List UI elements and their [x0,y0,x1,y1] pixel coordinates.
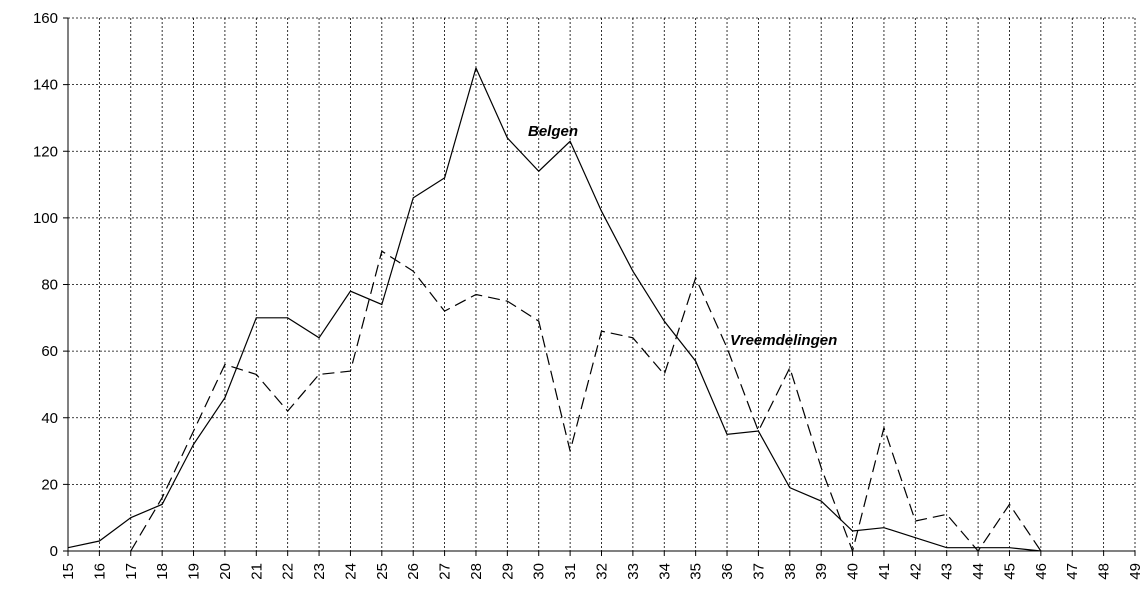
y-tick-label: 100 [33,210,58,227]
x-tick-label: 16 [91,563,108,580]
x-tick-label: 36 [719,563,736,580]
x-tick-label: 44 [970,563,987,580]
x-tick-label: 21 [248,563,265,580]
series-line [67,66,1041,552]
y-tick-label: 40 [41,410,58,427]
x-tick-label: 45 [1001,563,1018,580]
x-tick-label: 37 [750,563,767,580]
x-tick-label: 24 [342,563,359,580]
x-tick-label: 27 [437,563,454,580]
x-tick-label: 28 [468,563,485,580]
x-tick-label: 17 [123,563,140,580]
x-tick-label: 38 [782,563,799,580]
series-line [130,250,1042,553]
x-tick-label: 42 [907,563,924,580]
x-tick-label: 46 [1033,563,1050,580]
x-tick-label: 20 [217,563,234,580]
y-tick-label: 20 [41,476,58,493]
y-tick-label: 60 [41,343,58,360]
x-tick-label: 49 [1127,563,1144,580]
x-tick-label: 48 [1096,563,1113,580]
x-tick-label: 33 [625,563,642,580]
series-label: Vreemdelingen [730,332,837,349]
x-tick-label: 43 [939,563,956,580]
y-tick-label: 160 [33,10,58,27]
x-tick-label: 18 [154,563,171,580]
series-label: Belgen [528,123,578,140]
x-tick-label: 47 [1064,563,1081,580]
y-tick-label: 0 [50,543,58,560]
y-tick-label: 120 [33,143,58,160]
y-tick-label: 140 [33,77,58,94]
x-tick-label: 39 [813,563,830,580]
x-tick-label: 34 [656,563,673,580]
x-tick-label: 19 [186,563,203,580]
x-tick-label: 40 [845,563,862,580]
y-tick-label: 80 [41,277,58,294]
x-tick-label: 23 [311,563,328,580]
x-tick-label: 22 [280,563,297,580]
x-tick-label: 32 [594,563,611,580]
x-tick-label: 31 [562,563,579,580]
x-tick-label: 26 [405,563,422,580]
x-tick-label: 30 [531,563,548,580]
x-tick-label: 41 [876,563,893,580]
x-tick-label: 29 [499,563,516,580]
x-tick-label: 25 [374,563,391,580]
x-tick-label: 35 [688,563,705,580]
x-tick-label: 15 [60,563,77,580]
